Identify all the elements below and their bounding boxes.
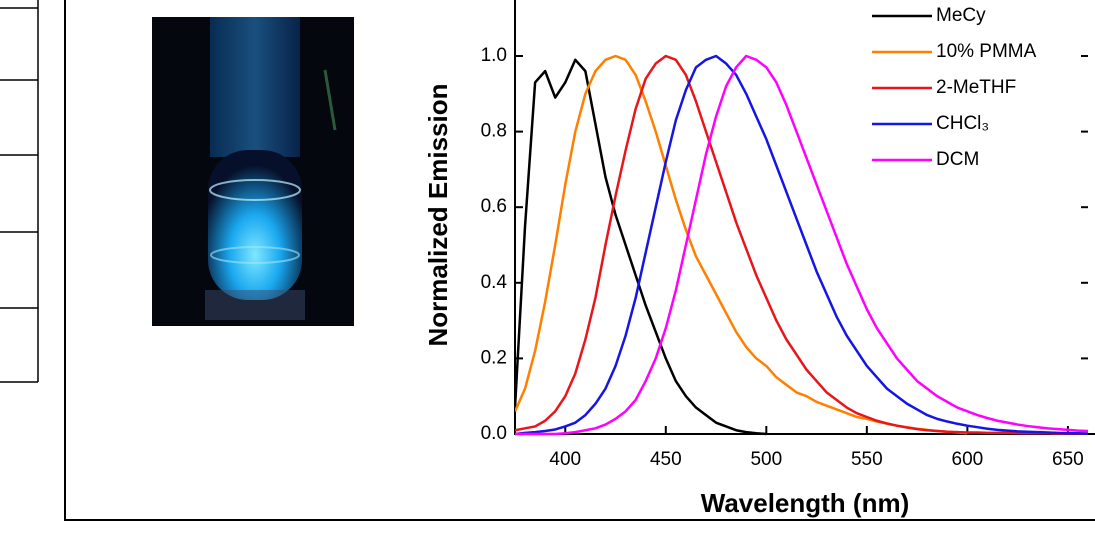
legend-label: MeCy <box>936 5 986 26</box>
y-tick-label: 0.0 <box>481 423 507 444</box>
y-tick-label: 0.6 <box>481 196 507 217</box>
series-line <box>515 54 968 435</box>
series-line <box>515 54 1089 436</box>
legend-label: 2-MeTHF <box>936 77 1016 98</box>
y-tick-label: 0.4 <box>481 272 508 293</box>
legend-label: DCM <box>936 149 979 170</box>
series-line <box>515 54 1089 436</box>
x-tick-label: 500 <box>750 449 782 470</box>
table-fragment <box>0 0 39 383</box>
x-tick-label: 600 <box>952 449 984 470</box>
series-line <box>515 54 1088 435</box>
x-tick-label: 550 <box>851 449 883 470</box>
vial-photo <box>152 17 354 326</box>
legend-label: CHCl₃ <box>936 113 989 134</box>
y-axis-label: Normalized Emission <box>423 84 453 347</box>
x-tick-label: 650 <box>1052 449 1084 470</box>
y-tick-label: 0.2 <box>481 347 507 368</box>
y-tick-label: 0.8 <box>481 121 507 142</box>
frame <box>64 0 1095 521</box>
y-tick-label: 1.0 <box>481 45 507 66</box>
plot-lines <box>515 54 1089 436</box>
x-axis-label: Wavelength (nm) <box>701 488 909 518</box>
x-tick-label: 450 <box>650 449 682 470</box>
series-line <box>515 58 767 436</box>
x-tick-label: 400 <box>549 449 581 470</box>
legend-label: 10% PMMA <box>936 41 1037 62</box>
